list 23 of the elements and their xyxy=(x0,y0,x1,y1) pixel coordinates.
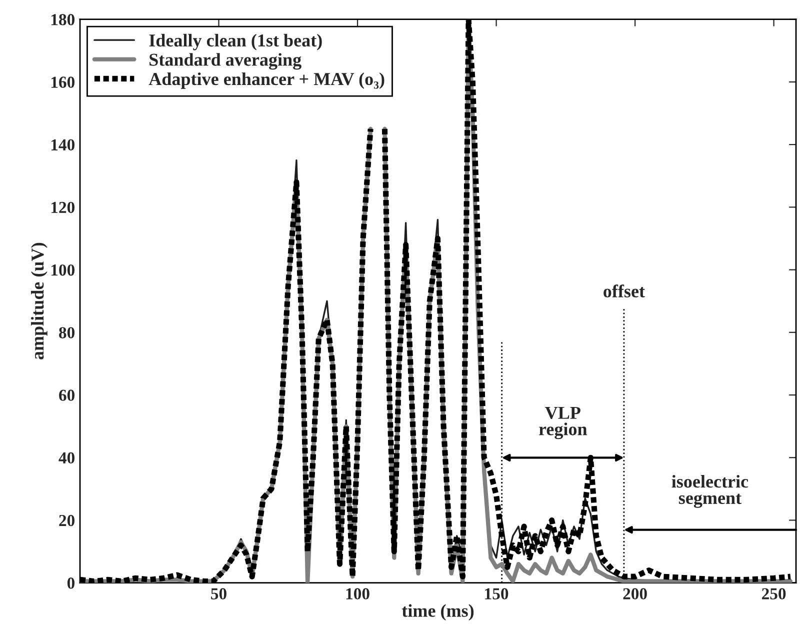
annotation: isoelectric segment xyxy=(672,474,748,508)
y-tick-label: 120 xyxy=(51,202,75,214)
x-tick-label: 150 xyxy=(485,588,508,600)
legend-label: Standard averaging xyxy=(150,53,302,70)
y-tick-label: 100 xyxy=(51,264,75,276)
legend-label: Ideally clean (1st beat) xyxy=(149,34,322,50)
y-tick-label: 80 xyxy=(59,327,75,338)
y-tick-label: 0 xyxy=(67,578,75,589)
annotation: VLP region xyxy=(538,406,588,440)
x-tick-label: 250 xyxy=(762,588,786,600)
x-tick-label: 100 xyxy=(346,588,370,600)
y-tick-label: 20 xyxy=(59,514,75,526)
y-tick-label: 40 xyxy=(58,452,75,464)
legend-label: Adaptive enhancer + MAV (o₃) xyxy=(148,72,384,89)
y-tick-label: 160 xyxy=(51,76,75,88)
y-tick-label: 140 xyxy=(51,139,75,150)
x-tick-label: 200 xyxy=(623,588,647,600)
y-axis-title: amplitude (uV) xyxy=(30,242,48,360)
x-tick-label: 50 xyxy=(211,588,226,600)
y-tick-label: 60 xyxy=(59,390,75,401)
ref-line-label: offset xyxy=(604,284,645,298)
y-tick-label: 180 xyxy=(51,14,75,26)
x-axis-title: time (ms) xyxy=(402,604,474,621)
